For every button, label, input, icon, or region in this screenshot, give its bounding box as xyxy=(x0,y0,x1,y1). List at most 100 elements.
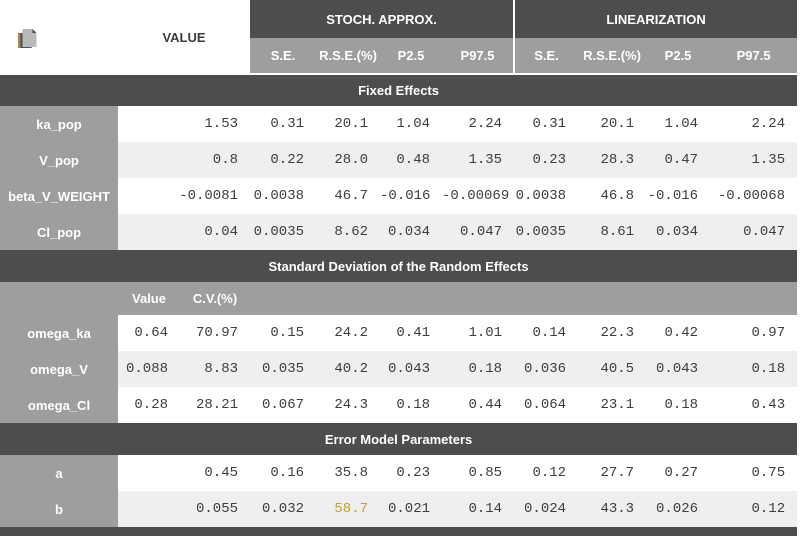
cell-p25-sa: 0.48 xyxy=(380,142,443,178)
cell-se-lin: 0.12 xyxy=(514,455,579,491)
param-name: Cl_pop xyxy=(0,214,118,250)
section-header-random-effects: Standard Deviation of the Random Effects xyxy=(0,250,798,282)
cell-p25-sa: 1.04 xyxy=(380,106,443,142)
table-row: V_pop 0.8 0.22 28.0 0.48 1.35 0.23 28.3 … xyxy=(0,142,798,178)
param-name: V_pop xyxy=(0,142,118,178)
cell-se-sa: 0.067 xyxy=(250,387,317,423)
cell-se-lin: 0.024 xyxy=(514,491,579,527)
cell-value: 0.055 xyxy=(118,491,251,527)
cell-p25-lin: 0.47 xyxy=(646,142,711,178)
cell-p975-sa: 0.85 xyxy=(442,455,515,491)
cell-p975-lin: 0.12 xyxy=(710,491,798,527)
cell-value: 1.53 xyxy=(118,106,251,142)
cell-value: 0.28 xyxy=(118,387,180,423)
cell-value: 0.45 xyxy=(118,455,251,491)
param-name: a xyxy=(0,455,118,491)
header-corner: VALUE xyxy=(0,0,251,74)
subheader-spacer xyxy=(250,282,798,315)
cell-se-lin: 0.0038 xyxy=(514,178,579,214)
col-header-rse-lin: R.S.E.(%) xyxy=(578,38,647,75)
section-header-fixed-effects: Fixed Effects xyxy=(0,74,798,106)
param-name: omega_Cl xyxy=(0,387,118,423)
cell-p25-sa: 0.021 xyxy=(380,491,443,527)
cell-cv: 70.97 xyxy=(180,315,251,351)
cell-se-sa: 0.16 xyxy=(250,455,317,491)
cell-rse-lin: 28.3 xyxy=(578,142,647,178)
cell-rse-lin: 46.8 xyxy=(578,178,647,214)
param-name: omega_V xyxy=(0,351,118,387)
cell-p975-lin: 0.18 xyxy=(710,351,798,387)
cell-p25-lin: 0.42 xyxy=(646,315,711,351)
cell-se-sa: 0.032 xyxy=(250,491,317,527)
cell-p25-lin: -0.016 xyxy=(646,178,711,214)
copy-icon[interactable] xyxy=(16,26,40,50)
cell-p25-sa: 0.034 xyxy=(380,214,443,250)
cell-p975-lin: 0.97 xyxy=(710,315,798,351)
param-name: b xyxy=(0,491,118,527)
cell-rse-sa: 46.7 xyxy=(316,178,381,214)
cell-rse-sa: 8.62 xyxy=(316,214,381,250)
cell-p25-lin: 0.043 xyxy=(646,351,711,387)
cell-se-sa: 0.22 xyxy=(250,142,317,178)
cell-p25-sa: 0.043 xyxy=(380,351,443,387)
col-header-p25-sa: P2.5 xyxy=(380,38,443,75)
cell-se-lin: 0.14 xyxy=(514,315,579,351)
cell-value: 0.04 xyxy=(118,214,251,250)
cell-value: -0.0081 xyxy=(118,178,251,214)
param-name: ka_pop xyxy=(0,106,118,142)
cell-p25-lin: 0.026 xyxy=(646,491,711,527)
cell-p975-sa: 1.35 xyxy=(442,142,515,178)
cell-cv: 8.83 xyxy=(180,351,251,387)
cell-p975-sa: 2.24 xyxy=(442,106,515,142)
cell-p975-sa: 1.01 xyxy=(442,315,515,351)
cell-value: 0.8 xyxy=(118,142,251,178)
cell-se-lin: 0.064 xyxy=(514,387,579,423)
table-row: b 0.055 0.032 58.7 0.021 0.14 0.024 43.3… xyxy=(0,491,798,527)
cell-rse-lin: 43.3 xyxy=(578,491,647,527)
cell-p975-sa: -0.00069 xyxy=(442,178,515,214)
cell-p25-lin: 0.27 xyxy=(646,455,711,491)
cell-se-sa: 0.0038 xyxy=(250,178,317,214)
cell-p25-sa: -0.016 xyxy=(380,178,443,214)
cell-se-sa: 0.035 xyxy=(250,351,317,387)
table-row: a 0.45 0.16 35.8 0.23 0.85 0.12 27.7 0.2… xyxy=(0,455,798,491)
cell-rse-sa: 24.2 xyxy=(316,315,381,351)
col-header-se-lin: S.E. xyxy=(513,38,579,75)
cell-value: 0.088 xyxy=(118,351,180,387)
cell-rse-sa: 28.0 xyxy=(316,142,381,178)
cell-rse-lin: 22.3 xyxy=(578,315,647,351)
cell-rse-lin: 27.7 xyxy=(578,455,647,491)
subheader-spacer xyxy=(0,282,118,315)
cell-rse-lin: 20.1 xyxy=(578,106,647,142)
table-row: beta_V_WEIGHT -0.0081 0.0038 46.7 -0.016… xyxy=(0,178,798,214)
table-row: ka_pop 1.53 0.31 20.1 1.04 2.24 0.31 20.… xyxy=(0,106,798,142)
table-bottom-bar xyxy=(0,527,798,536)
cell-p975-lin: -0.00068 xyxy=(710,178,798,214)
cell-rse-sa-warning: 58.7 xyxy=(316,491,381,527)
cell-rse-lin: 8.61 xyxy=(578,214,647,250)
cell-p25-lin: 0.18 xyxy=(646,387,711,423)
col-header-p25-lin: P2.5 xyxy=(646,38,711,75)
cell-se-sa: 0.0035 xyxy=(250,214,317,250)
cell-rse-sa: 35.8 xyxy=(316,455,381,491)
cell-se-sa: 0.15 xyxy=(250,315,317,351)
cell-p975-lin: 1.35 xyxy=(710,142,798,178)
cell-se-lin: 0.23 xyxy=(514,142,579,178)
param-name: beta_V_WEIGHT xyxy=(0,178,118,214)
cell-p975-sa: 0.047 xyxy=(442,214,515,250)
col-header-p975-sa: P97.5 xyxy=(442,38,515,75)
col-header-cv: C.V.(%) xyxy=(180,282,251,315)
cell-p25-lin: 0.034 xyxy=(646,214,711,250)
table-row: omega_Cl 0.28 28.21 0.067 24.3 0.18 0.44… xyxy=(0,387,798,423)
cell-se-lin: 0.31 xyxy=(514,106,579,142)
cell-rse-sa: 24.3 xyxy=(316,387,381,423)
cell-p25-lin: 1.04 xyxy=(646,106,711,142)
group-header-linearization: LINEARIZATION xyxy=(513,0,798,38)
cell-p25-sa: 0.41 xyxy=(380,315,443,351)
cell-p975-lin: 0.047 xyxy=(710,214,798,250)
cell-p975-sa: 0.44 xyxy=(442,387,515,423)
cell-p25-sa: 0.18 xyxy=(380,387,443,423)
table-row: Cl_pop 0.04 0.0035 8.62 0.034 0.047 0.00… xyxy=(0,214,798,250)
